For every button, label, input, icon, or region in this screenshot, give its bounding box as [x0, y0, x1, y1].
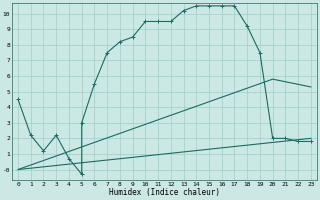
X-axis label: Humidex (Indice chaleur): Humidex (Indice chaleur) — [109, 188, 220, 197]
